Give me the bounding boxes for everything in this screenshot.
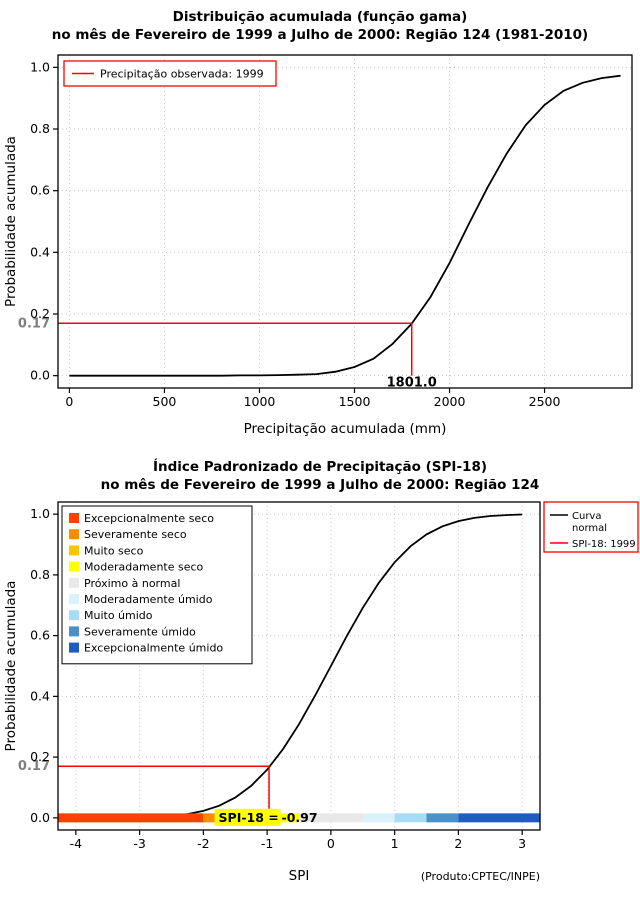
category-label: Muito seco bbox=[84, 544, 144, 557]
chart-title: Distribuição acumulada (função gama) bbox=[172, 9, 468, 25]
spi-category-bar-segment bbox=[394, 813, 427, 823]
x-tick-label: 2500 bbox=[529, 394, 561, 409]
legend-label: SPI-18: 1999 bbox=[572, 539, 636, 550]
category-legend-box bbox=[61, 505, 253, 665]
spi-plot: 0.17 SPI-18 = -0.97 -4 -3 -2 -1 0 1 2 3 0.0 0.2 0.4 0.… bbox=[3, 501, 639, 884]
x-tick-label: 1000 bbox=[244, 394, 276, 409]
gamma-cdf-chart: Distribuição acumulada (função gama) no … bbox=[3, 9, 633, 437]
spi-category-bar-segment bbox=[58, 813, 204, 823]
y-tick-label: 1.0 bbox=[30, 506, 50, 521]
marker-x-value-label: 1801.0 bbox=[387, 376, 437, 391]
y-tick-label: 0.8 bbox=[30, 567, 50, 582]
x-tick-label: 0 bbox=[327, 836, 335, 851]
x-tick-label: 1500 bbox=[339, 394, 371, 409]
x-tick-label: 2000 bbox=[434, 394, 466, 409]
cdf-curve bbox=[69, 74, 621, 377]
spi-category-bar-segment bbox=[267, 813, 299, 823]
x-tick-label: 500 bbox=[153, 394, 177, 409]
category-label: Excepcionalmente seco bbox=[84, 512, 214, 525]
marker-label-highlight bbox=[214, 808, 281, 826]
x-tick-label: -2 bbox=[197, 836, 209, 851]
x-tick-label: 1 bbox=[391, 836, 399, 851]
x-axis-label: Precipitação acumulada (mm) bbox=[244, 421, 447, 437]
marker-probability-label: 0.17 bbox=[18, 316, 50, 331]
category-label: Moderadamente seco bbox=[84, 561, 204, 574]
x-tick-label: -1 bbox=[261, 836, 273, 851]
spi-category-bar-segment bbox=[426, 813, 459, 823]
category-swatch bbox=[69, 561, 79, 572]
category-swatch bbox=[69, 626, 79, 637]
marker-probability-label: 0.17 bbox=[18, 759, 50, 774]
marker-spi-value: -0.97 bbox=[282, 810, 318, 825]
chart-title: Índice Padronizado de Precipitação (SPI-… bbox=[152, 459, 488, 475]
category-swatch bbox=[69, 642, 79, 653]
x-tick-label: -3 bbox=[133, 836, 145, 851]
category-swatch bbox=[69, 513, 79, 523]
y-tick-label: 1.0 bbox=[30, 59, 50, 74]
category-swatch bbox=[69, 529, 79, 540]
y-tick-label: 0.6 bbox=[30, 183, 50, 198]
y-axis-label: Probabilidade acumulada bbox=[3, 581, 19, 752]
legend-label: Precipitação observada: 1999 bbox=[100, 68, 264, 81]
category-swatch bbox=[69, 594, 79, 604]
y-tick-label: 0.0 bbox=[30, 810, 50, 825]
legend-label: Curva bbox=[572, 511, 601, 522]
gamma-cdf-plot: 0.17 1801.0 0 500 1000 1500 2000 2500 0.0 0.2 0.4 0… bbox=[3, 54, 633, 437]
y-tick-label: 0.2 bbox=[30, 306, 50, 321]
category-swatch bbox=[69, 545, 79, 556]
category-swatch bbox=[69, 610, 79, 621]
x-tick-label: 2 bbox=[454, 836, 462, 851]
y-tick-label: 0.8 bbox=[30, 121, 50, 136]
product-note: (Produto:CPTEC/INPE) bbox=[421, 870, 540, 883]
plot-frame bbox=[57, 54, 633, 389]
chart-subtitle: no mês de Fevereiro de 1999 a Julho de 2… bbox=[51, 27, 589, 43]
category-label: Próximo à normal bbox=[84, 577, 180, 590]
y-axis-label: Probabilidade acumulada bbox=[3, 136, 19, 307]
legend-box bbox=[63, 60, 277, 87]
y-tick-label: 0.4 bbox=[30, 688, 50, 703]
category-label: Severamente seco bbox=[84, 528, 187, 541]
x-tick-label: 3 bbox=[518, 836, 526, 851]
category-label: Moderadamente úmido bbox=[84, 593, 213, 606]
spi-chart: Índice Padronizado de Precipitação (SPI-… bbox=[0, 450, 640, 900]
category-label: Muito úmido bbox=[84, 609, 153, 622]
legend-label: normal bbox=[572, 523, 607, 534]
spi-category-bar-segment bbox=[458, 813, 540, 823]
y-tick-label: 0.0 bbox=[30, 368, 50, 383]
x-tick-label: 0 bbox=[65, 394, 73, 409]
y-tick-label: 0.2 bbox=[30, 749, 50, 764]
chart-subtitle: no mês de Fevereiro de 1999 a Julho de 2… bbox=[100, 477, 540, 493]
y-tick-label: 0.4 bbox=[30, 244, 50, 259]
x-tick-label: -4 bbox=[70, 836, 83, 851]
x-axis-label: SPI bbox=[289, 868, 310, 884]
plot-frame bbox=[57, 501, 541, 831]
category-label: Severamente úmido bbox=[84, 625, 196, 638]
category-swatch bbox=[69, 577, 79, 588]
y-tick-label: 0.6 bbox=[30, 628, 50, 643]
category-label: Excepcionalmente úmido bbox=[84, 642, 223, 655]
spi-category-bar-segment bbox=[362, 813, 395, 823]
marker-spi-label-prefix: SPI-18 = bbox=[219, 810, 279, 825]
spi-category-bar-segment bbox=[299, 813, 363, 823]
